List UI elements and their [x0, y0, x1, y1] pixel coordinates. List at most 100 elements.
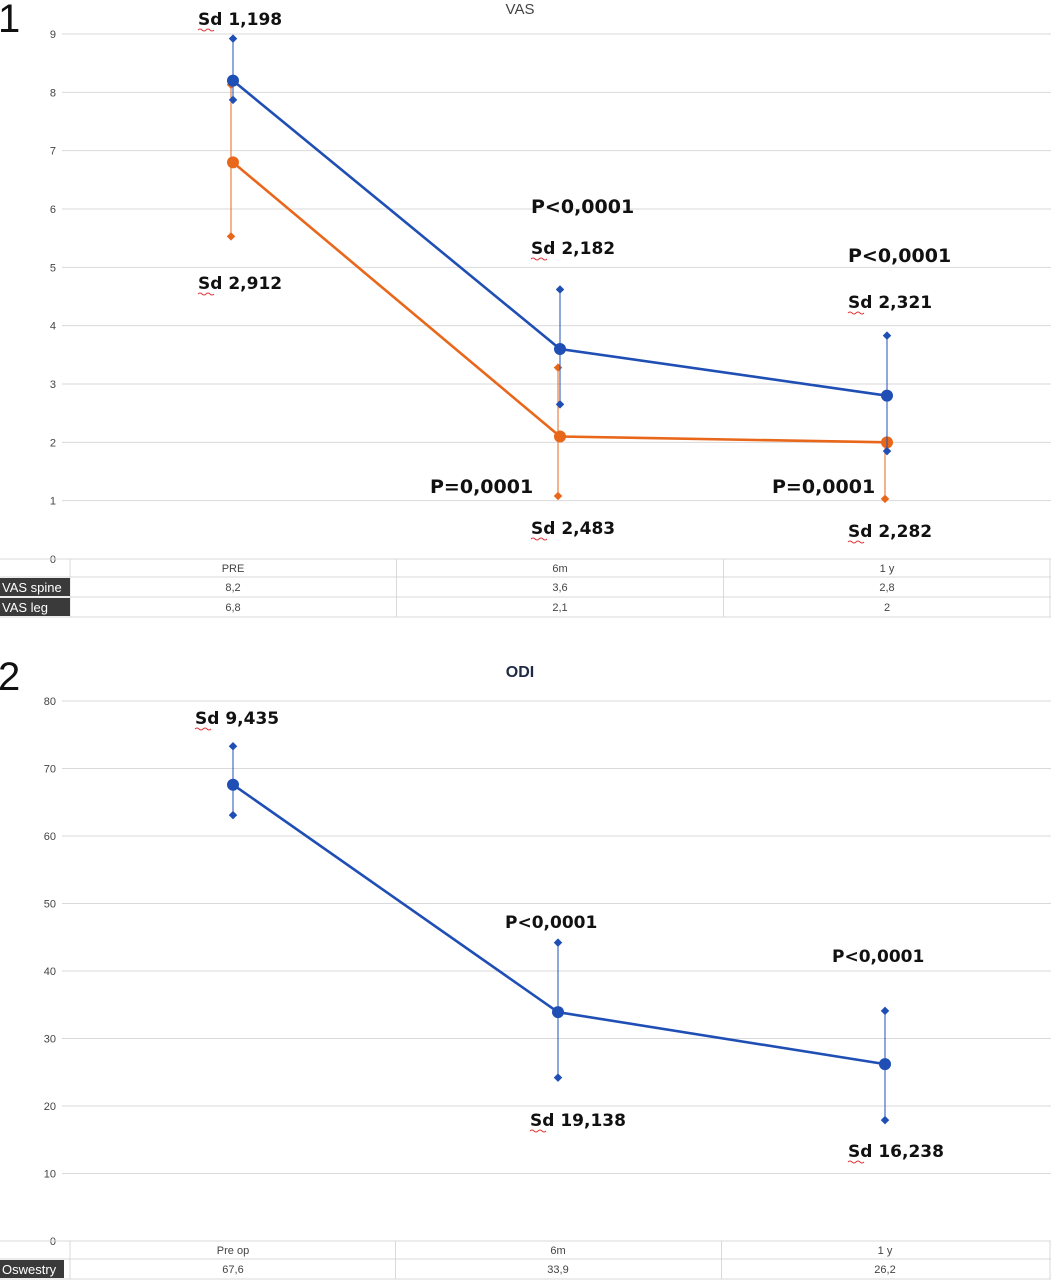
annotation-p-1y-spine: P<0,0001 — [848, 245, 951, 267]
chart-title-odi: ODI — [506, 664, 534, 681]
chart-title-vas: VAS — [506, 1, 535, 18]
error-cap-high — [882, 331, 892, 340]
y-tick-label: 2 — [50, 437, 56, 449]
data-point — [879, 1058, 891, 1071]
annotations: Sd 9,435 P<0,0001 Sd 19,138 P<0,0001 Sd … — [194, 709, 944, 1164]
y-tick-label: 20 — [44, 1101, 56, 1113]
table-cell: 33,9 — [547, 1264, 568, 1276]
row-label: VAS spine — [2, 580, 62, 595]
spellcheck-underline — [194, 727, 212, 731]
y-axis-ticks: 0 10 20 30 40 50 60 70 80 — [44, 696, 56, 1248]
y-tick-label: 70 — [44, 764, 56, 776]
y-tick-label: 60 — [44, 831, 56, 843]
table-header-cell: 1 y — [880, 563, 895, 575]
spellcheck-underline — [847, 1160, 865, 1164]
table-cell: 6,8 — [225, 602, 240, 614]
y-axis-ticks: 0 1 2 3 4 5 6 7 8 9 — [50, 29, 56, 566]
y-tick-label: 8 — [50, 87, 56, 99]
annotation-sd-1y-leg: Sd 2,282 — [848, 522, 932, 542]
y-tick-label: 0 — [50, 1236, 56, 1248]
table-header-cell: PRE — [222, 563, 245, 575]
table-header-cell: 6m — [550, 1245, 565, 1257]
table-header-cell: 6m — [552, 563, 567, 575]
annotation-sd-1y: Sd 16,238 — [848, 1142, 944, 1162]
y-tick-label: 4 — [50, 321, 56, 333]
table-cell: 3,6 — [552, 582, 567, 594]
data-point — [227, 74, 239, 87]
annotation-sd-1y-spine: Sd 2,321 — [848, 293, 932, 313]
annotation-p-6m-spine: P<0,0001 — [531, 196, 634, 218]
data-point — [881, 389, 893, 402]
panel-number-1: 1 — [0, 0, 20, 41]
annotation-p-1y-leg: P=0,0001 — [772, 476, 875, 498]
y-tick-label: 3 — [50, 379, 56, 391]
series-oswestry — [227, 741, 891, 1125]
spellcheck-underline — [197, 292, 215, 296]
y-tick-label: 1 — [50, 496, 56, 508]
row-label-bg — [0, 578, 70, 596]
table-cell: 2,1 — [552, 602, 567, 614]
table-cell: 2 — [884, 602, 890, 614]
data-point — [227, 156, 239, 169]
row-label: Oswestry — [2, 1262, 57, 1277]
spellcheck-underline — [847, 540, 865, 544]
error-cap-low — [880, 1115, 890, 1125]
data-table: PRE 6m 1 y VAS spine 8,2 3,6 2,8 VAS leg 6,8 2,1 2 — [0, 558, 1051, 618]
spellcheck-underline — [847, 311, 865, 315]
series-vas-spine — [227, 34, 893, 456]
error-cap-low — [555, 400, 565, 409]
error-cap-low — [226, 232, 236, 241]
error-cap-high — [555, 285, 565, 294]
table-cell: 26,2 — [874, 1264, 895, 1276]
error-cap-low — [882, 446, 892, 456]
annotation-sd-6m: Sd 19,138 — [530, 1111, 626, 1131]
error-cap-low — [228, 810, 238, 820]
table-cell: 2,8 — [879, 582, 894, 594]
data-point — [554, 430, 566, 443]
annotation-sd-6m-spine: Sd 2,182 — [531, 239, 615, 259]
data-point — [552, 1006, 564, 1019]
table-header-cell: 1 y — [878, 1245, 893, 1257]
y-tick-label: 0 — [50, 554, 56, 566]
error-cap-low — [228, 95, 238, 105]
table-cell: 8,2 — [225, 582, 240, 594]
annotation-sd-pre-spine: Sd 1,198 — [198, 10, 282, 30]
annotation-sd-preop: Sd 9,435 — [195, 709, 279, 729]
annotation-p-6m-leg: P=0,0001 — [430, 476, 533, 498]
data-point — [227, 778, 239, 791]
panel-vas: 1 VAS 0 1 2 3 4 5 6 7 8 9 Sd 1,198 Sd 2,912 P<0,0… — [0, 0, 1051, 618]
error-cap-high — [553, 938, 563, 947]
spellcheck-underline — [530, 257, 548, 261]
panel-number-2: 2 — [0, 655, 20, 699]
y-tick-label: 9 — [50, 29, 56, 41]
data-point — [554, 343, 566, 355]
row-label: VAS leg — [2, 600, 48, 615]
gridlines — [62, 33, 1051, 560]
plot-area — [226, 34, 893, 504]
error-cap-low — [553, 1073, 563, 1082]
y-tick-label: 10 — [44, 1169, 56, 1181]
y-tick-label: 50 — [44, 899, 56, 911]
error-cap-high — [553, 363, 563, 372]
spellcheck-underline — [530, 537, 548, 541]
y-tick-label: 5 — [50, 262, 56, 274]
y-tick-label: 30 — [44, 1034, 56, 1046]
y-tick-label: 40 — [44, 966, 56, 978]
spellcheck-underline — [529, 1129, 547, 1133]
y-tick-label: 6 — [50, 204, 56, 216]
annotations: Sd 1,198 Sd 2,912 P<0,0001 Sd 2,182 P<0,… — [197, 10, 951, 544]
annotation-sd-6m-leg: Sd 2,483 — [531, 519, 615, 539]
row-label-bg — [0, 1260, 64, 1278]
annotation-sd-pre-leg: Sd 2,912 — [198, 274, 282, 294]
table-cell: 67,6 — [222, 1264, 243, 1276]
panel-odi: 2 ODI 0 10 20 30 40 50 60 70 80 Sd 9,435 P<0,000… — [0, 655, 1051, 1280]
table-header-cell: Pre op — [217, 1245, 249, 1257]
error-cap-high — [228, 741, 238, 751]
row-label-bg — [0, 598, 70, 616]
data-table: Pre op 6m 1 y Oswestry 67,6 33,9 26,2 — [0, 1240, 1051, 1280]
spellcheck-underline — [197, 28, 215, 32]
annotation-p-1y: P<0,0001 — [832, 947, 924, 967]
plot-area — [227, 741, 891, 1125]
y-tick-label: 80 — [44, 696, 56, 708]
